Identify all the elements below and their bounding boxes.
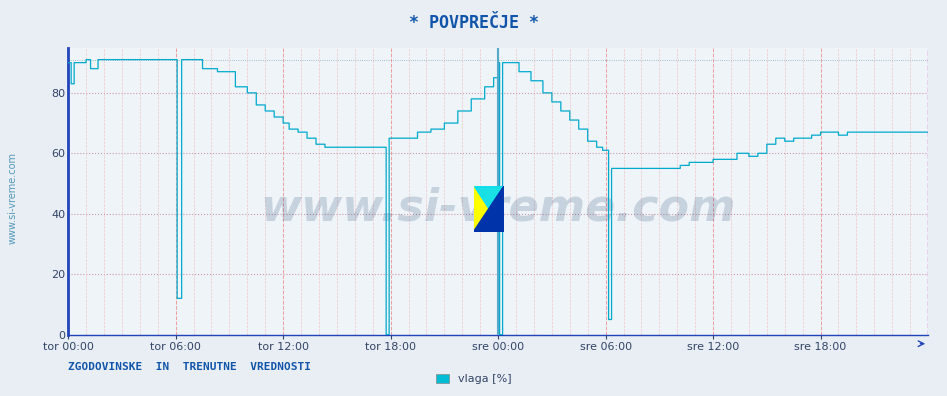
Text: www.si-vreme.com: www.si-vreme.com <box>260 187 736 230</box>
Polygon shape <box>474 186 504 232</box>
Text: ZGODOVINSKE  IN  TRENUTNE  VREDNOSTI: ZGODOVINSKE IN TRENUTNE VREDNOSTI <box>68 362 312 372</box>
Text: * POVPREČJE *: * POVPREČJE * <box>408 14 539 32</box>
Polygon shape <box>474 186 504 232</box>
Text: www.si-vreme.com: www.si-vreme.com <box>8 152 17 244</box>
Polygon shape <box>474 186 504 232</box>
Legend: vlaga [%]: vlaga [%] <box>431 369 516 388</box>
